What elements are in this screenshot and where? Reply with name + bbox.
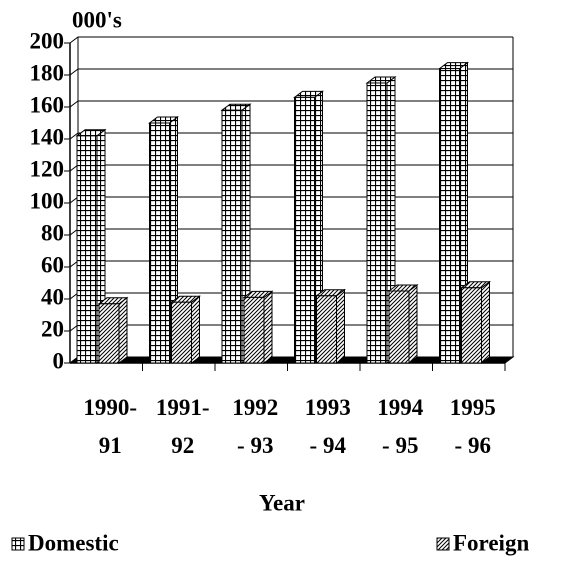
x-tick-label-line: 1994 [377,395,424,420]
y-tick-label: 200 [30,28,65,53]
x-tick-label: 1992 - 93 [232,395,278,458]
bar [460,280,491,364]
y-tick-label: 40 [41,284,64,309]
bar [387,284,419,364]
bar-front [439,68,460,364]
y-tick-label: 120 [30,156,65,181]
chart-title: 000's [72,7,122,32]
x-tick-label-line: - 93 [237,433,273,458]
bar-front [243,296,265,364]
bar-front [149,122,170,364]
bar [242,290,274,364]
y-tick-label: 60 [41,252,64,277]
y-tick-label: 80 [41,220,64,245]
bar-front [316,295,337,364]
legend-label: Foreign [453,530,529,555]
bar-side [118,296,128,364]
legend-label: Domestic [28,530,119,555]
x-tick-label: 1991- 92 [156,395,210,458]
bar-side [191,295,200,364]
x-tick-label: 1995 - 96 [450,395,496,458]
bar-side [263,290,273,364]
legend-swatch [436,537,450,551]
x-tick-label-line: 1991- [156,395,210,420]
bar-front [98,303,120,364]
grid-line [69,36,513,44]
y-tick-label: 100 [30,188,65,213]
y-tick-label: 160 [30,92,65,117]
bar-front [461,287,482,364]
bar [315,288,346,364]
y-tick-label: 140 [30,124,65,149]
bar-front [221,109,243,364]
x-tick-label-line: - 95 [382,433,418,458]
x-tick-label: 1993 - 94 [305,395,351,458]
bar-front [388,290,410,364]
x-tick-label-line: 1992 [232,395,278,420]
x-tick-label: 1990- 91 [83,395,137,458]
bar-side [408,284,418,364]
x-tick-label-line: 1995 [450,395,496,420]
bar-front [171,301,192,364]
y-tick-label: 20 [41,316,64,341]
x-tick-label-line: - 94 [310,433,347,458]
legend-swatch [11,537,25,551]
x-tick-label-line: 92 [171,433,194,458]
x-axis-label: Year [259,490,305,515]
bar-front [294,96,315,364]
y-tick-label: 180 [30,60,65,85]
y-tick-label: 0 [53,348,65,373]
bar-side [481,280,490,364]
x-tick-label-line: 91 [99,433,122,458]
x-tick-label: 1994 - 95 [377,395,424,458]
grid-line [69,68,513,76]
bar-front [366,82,388,364]
x-tick-label-line: 1993 [305,395,351,420]
bar [97,296,129,364]
bar-front [76,135,98,364]
bar [170,295,201,364]
x-tick-label-line: - 96 [455,433,491,458]
x-tick-label-line: 1990- [83,395,137,420]
bar-side [336,288,345,364]
